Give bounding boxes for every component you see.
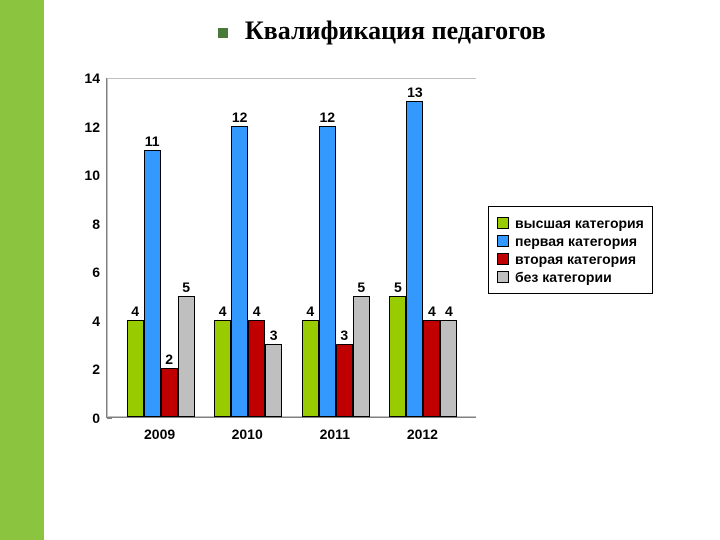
bar-group: 41243: [214, 126, 282, 417]
legend-item: высшая категория: [497, 215, 644, 231]
x-tick-label: 2012: [387, 426, 457, 442]
bar-value-label: 4: [306, 303, 314, 319]
legend-item: первая категория: [497, 233, 644, 249]
bar-value-label: 12: [232, 109, 248, 125]
x-tick-label: 2010: [212, 426, 282, 442]
bar: 13: [406, 101, 423, 417]
bar: 2: [161, 368, 178, 417]
legend-item: без категории: [497, 269, 644, 285]
bar-value-label: 5: [394, 279, 402, 295]
bar-value-label: 11: [145, 133, 160, 149]
y-tick: 8: [62, 216, 106, 232]
bar-value-label: 4: [428, 303, 436, 319]
bar: 4: [248, 320, 265, 417]
legend-swatch-icon: [497, 253, 509, 265]
x-tick-label: 2009: [125, 426, 195, 442]
y-tick: 12: [62, 119, 106, 135]
bar: 5: [389, 296, 406, 417]
legend-swatch-icon: [497, 235, 509, 247]
legend-label: без категории: [515, 269, 612, 285]
bar-value-label: 5: [182, 279, 190, 295]
side-stripe: [0, 0, 44, 540]
plot-area: 41125412434123551344: [106, 78, 476, 418]
legend-label: высшая категория: [515, 215, 644, 231]
bar-value-label: 4: [253, 303, 261, 319]
bar-value-label: 4: [219, 303, 227, 319]
bar-value-label: 5: [357, 279, 365, 295]
legend-item: вторая категория: [497, 251, 644, 267]
y-tick: 10: [62, 167, 106, 183]
chart-title: Квалификация педагогов: [62, 16, 702, 46]
bar-value-label: 4: [131, 303, 139, 319]
y-tick: 2: [62, 361, 106, 377]
bar-group: 41235: [302, 126, 370, 417]
bar: 12: [231, 126, 248, 417]
bar: 4: [214, 320, 231, 417]
bar: 5: [178, 296, 195, 417]
title-text: Квалификация педагогов: [245, 16, 546, 45]
bar: 11: [144, 150, 161, 417]
bar-value-label: 4: [445, 303, 453, 319]
bar: 12: [319, 126, 336, 417]
legend-swatch-icon: [497, 271, 509, 283]
bar-value-label: 3: [340, 327, 348, 343]
x-tick-label: 2011: [300, 426, 370, 442]
chart: 02468101214 41125412434123551344 2009201…: [62, 78, 694, 478]
y-tick: 6: [62, 264, 106, 280]
legend-label: вторая категория: [515, 251, 636, 267]
bar-value-label: 3: [270, 327, 278, 343]
bar: 4: [423, 320, 440, 417]
bar: 4: [440, 320, 457, 417]
legend-label: первая категория: [515, 233, 637, 249]
bar-value-label: 12: [320, 109, 336, 125]
y-tick: 0: [62, 410, 106, 426]
bar-group: 51344: [389, 101, 457, 417]
bar-value-label: 13: [407, 84, 423, 100]
y-tick: 4: [62, 313, 106, 329]
bar: 3: [336, 344, 353, 417]
bar: 4: [302, 320, 319, 417]
bar: 4: [127, 320, 144, 417]
legend: высшая категория первая категория вторая к…: [488, 206, 653, 294]
bar: 5: [353, 296, 370, 417]
bar-group: 41125: [127, 150, 195, 417]
slide-content: Квалификация педагогов 02468101214 41125…: [44, 0, 720, 540]
title-marker-icon: [218, 28, 228, 38]
y-tick: 14: [62, 70, 106, 86]
legend-swatch-icon: [497, 217, 509, 229]
bar: 3: [265, 344, 282, 417]
bar-value-label: 2: [165, 351, 173, 367]
